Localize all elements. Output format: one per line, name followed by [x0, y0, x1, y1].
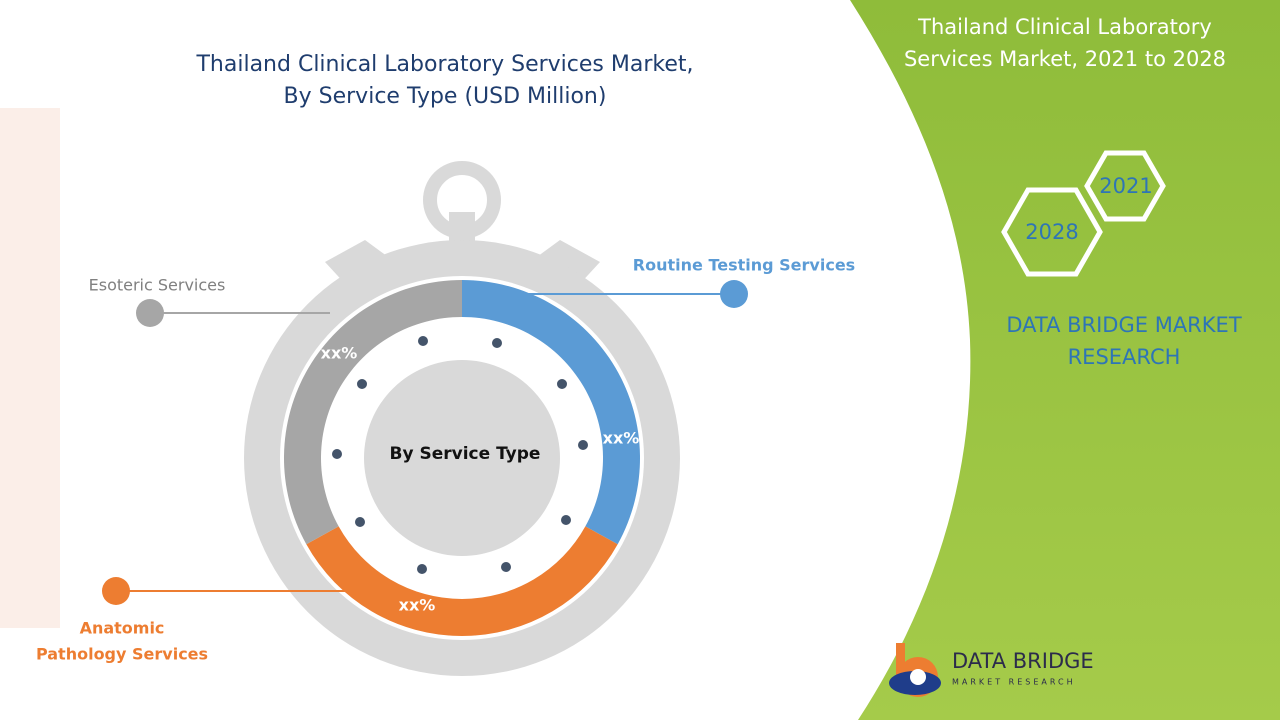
callout-dot: [720, 280, 748, 308]
hexagon: [1084, 150, 1166, 222]
brand-text: DATA BRIDGE MARKET: [1006, 313, 1241, 337]
brand-text: RESEARCH: [1068, 345, 1181, 369]
callout-label: Esoteric Services: [89, 276, 226, 295]
backdrop: [0, 108, 60, 628]
donut-segment: [283, 280, 462, 545]
callout-label: Anatomic: [80, 619, 165, 638]
logo-mark: [889, 643, 941, 697]
panel-title: Services Market, 2021 to 2028: [904, 47, 1226, 71]
hexagon: [1001, 187, 1103, 277]
year: 2028: [1025, 220, 1078, 244]
year: 2021: [1099, 174, 1152, 198]
callout-dot: [136, 299, 164, 327]
donut-segment: [462, 280, 640, 545]
logo-name: DATA BRIDGE: [952, 649, 1094, 673]
segment-label: xx%: [321, 344, 358, 363]
donut-segment: [306, 526, 618, 636]
callout-dot: [102, 577, 130, 605]
panel-title: Thailand Clinical Laboratory: [917, 15, 1212, 39]
donut: [283, 280, 640, 636]
callout-label: Routine Testing Services: [633, 256, 855, 275]
title: By Service Type (USD Million): [284, 84, 607, 109]
segment-label: xx%: [399, 596, 436, 615]
title: Thailand Clinical Laboratory Services Ma…: [195, 52, 693, 77]
center-disc: [364, 360, 560, 556]
center-label: By Service Type: [390, 444, 541, 464]
dial-dots: [332, 336, 588, 574]
side-panel: [850, 0, 1280, 720]
logo-tagline: MARKET RESEARCH: [952, 678, 1076, 687]
callout-label: Pathology Services: [36, 645, 208, 664]
segment-label: xx%: [603, 429, 640, 448]
